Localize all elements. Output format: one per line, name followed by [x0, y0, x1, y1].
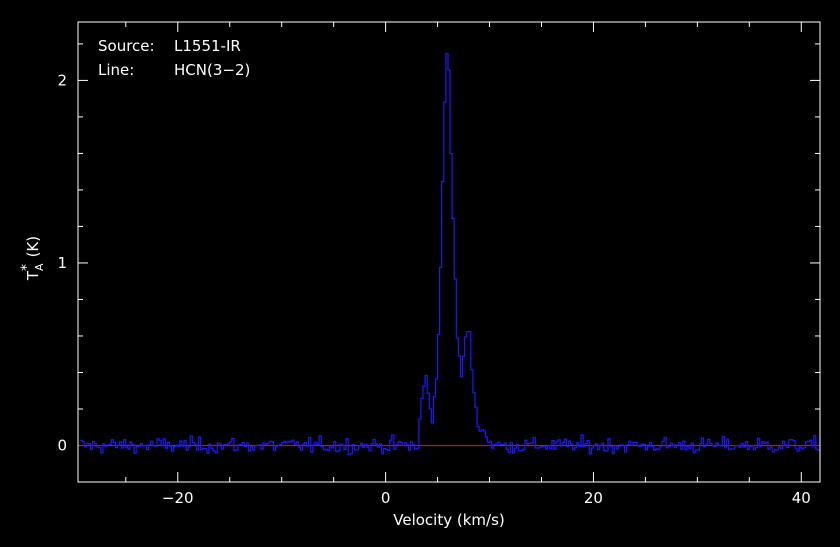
tick-labels: −20 0 20 40 0 1 2: [57, 71, 810, 507]
line-key: Line:: [98, 61, 134, 79]
y-label-main: T: [24, 270, 42, 281]
y-axis-label: T*A (K): [19, 236, 46, 281]
y-tick-label: 1: [57, 254, 67, 272]
plot-frame: [77, 21, 821, 483]
y-tick-label: 2: [57, 71, 67, 89]
source-key: Source:: [98, 37, 155, 55]
x-tick-label: −20: [162, 489, 194, 507]
y-label-sup: *: [19, 264, 35, 271]
x-tick-label: 40: [792, 489, 811, 507]
source-value: L1551-IR: [174, 37, 241, 55]
line-value: HCN(3−2): [174, 61, 250, 79]
y-label-sub: A: [33, 263, 46, 271]
svg-text:T*A(K): T*A (K): [19, 236, 46, 281]
y-label-unit: (K): [24, 236, 42, 258]
x-axis-label: Velocity (km/s): [393, 511, 504, 529]
y-tick-label: 0: [57, 436, 67, 454]
spectrum-line: [80, 53, 820, 456]
x-tick-label: 0: [381, 489, 391, 507]
x-tick-label: 20: [584, 489, 603, 507]
